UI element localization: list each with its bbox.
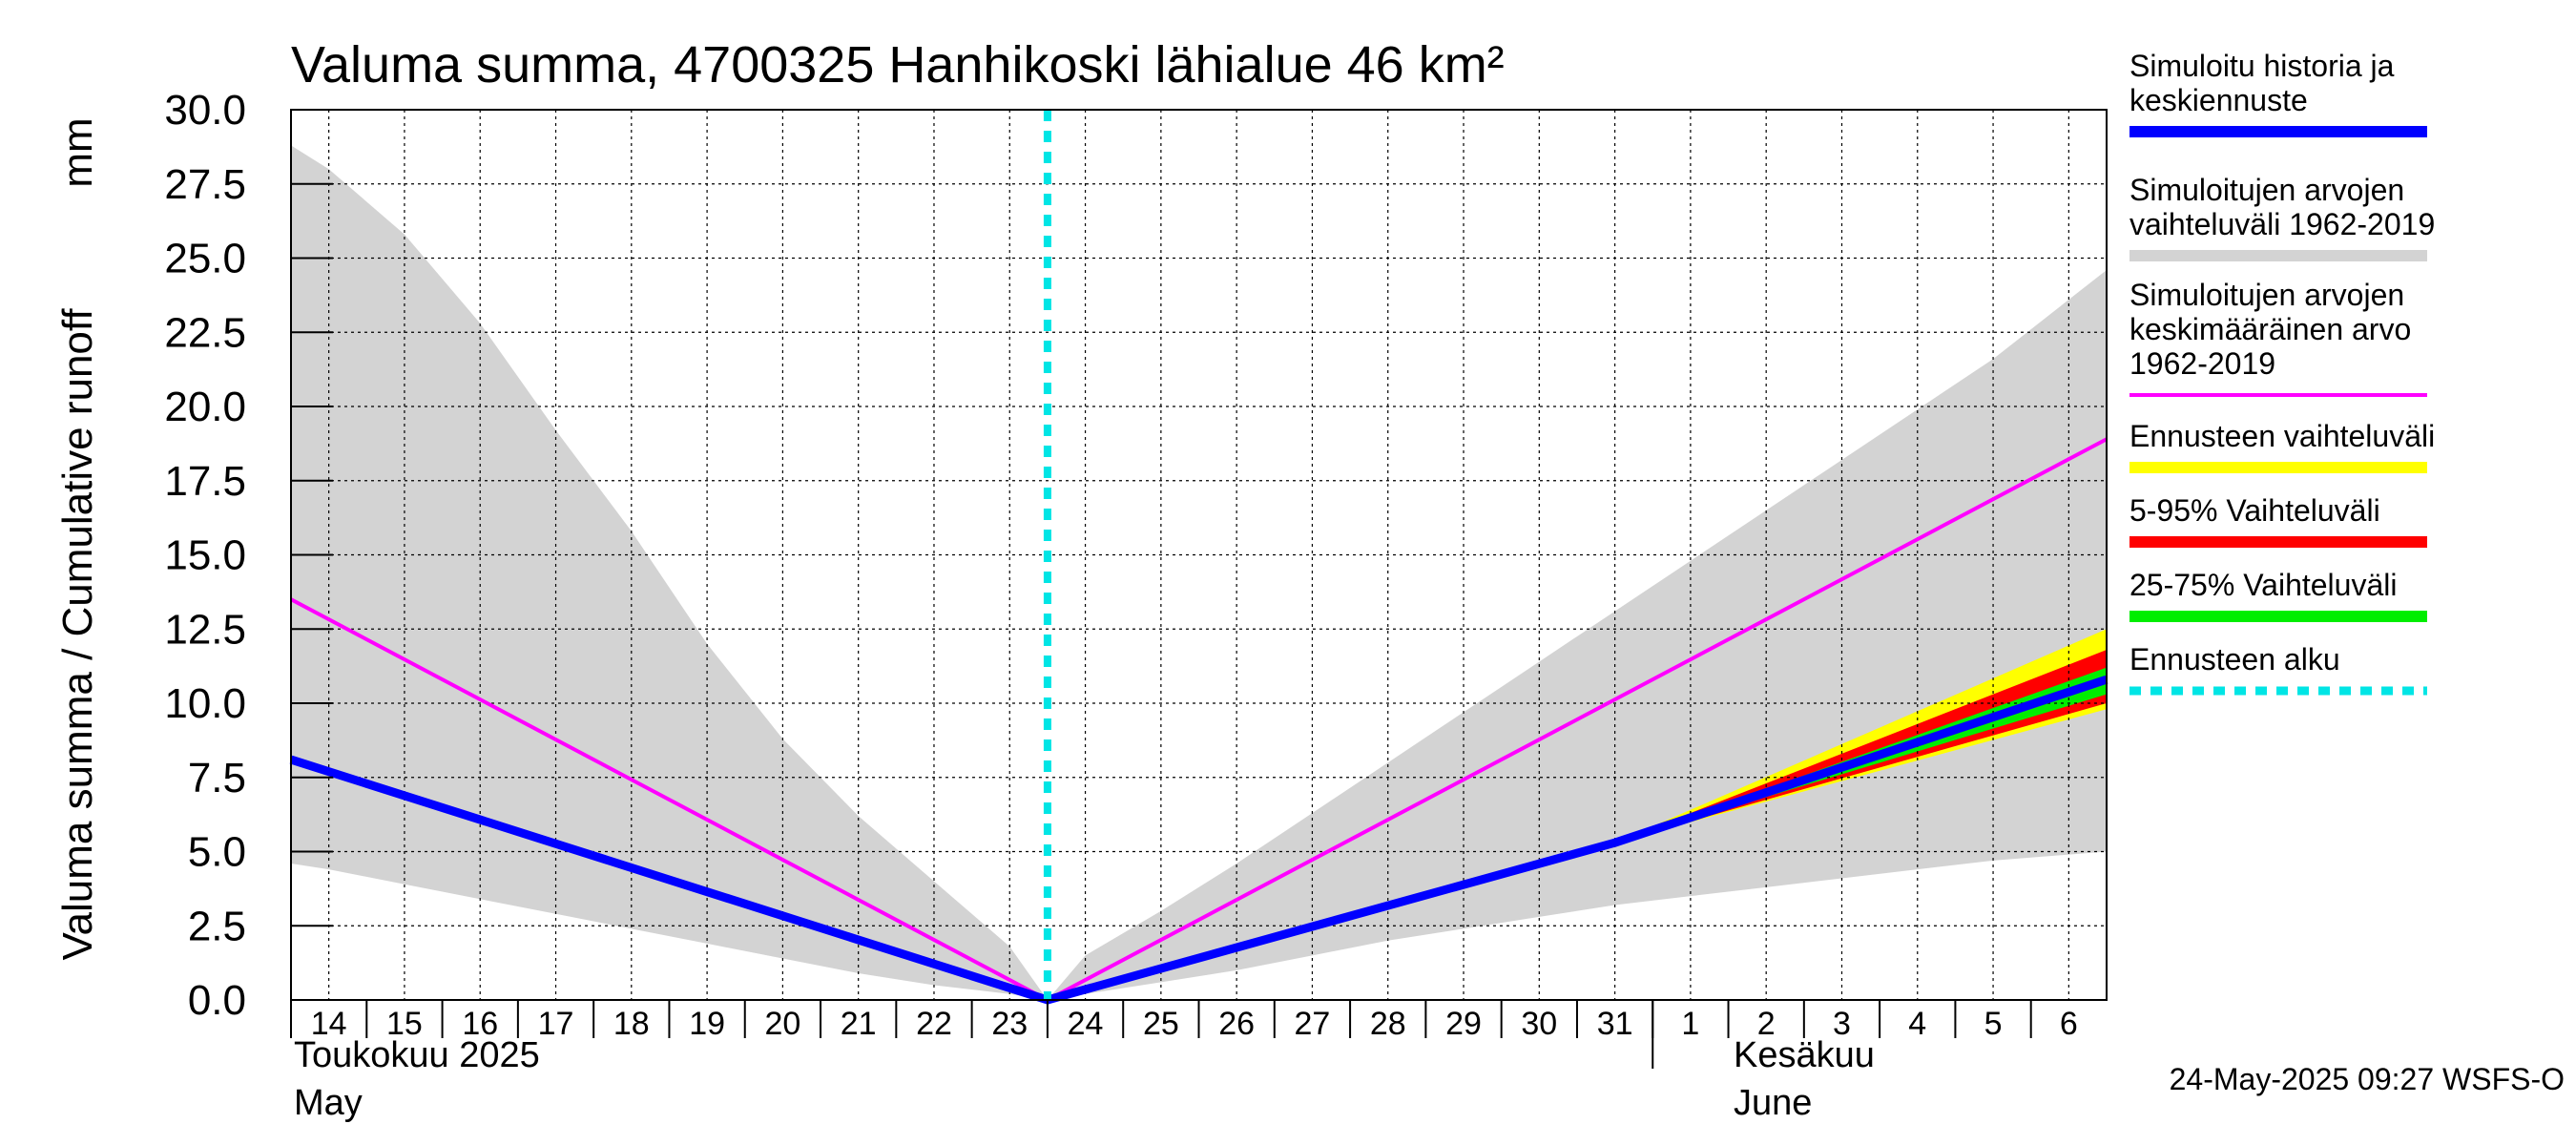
x-tick-label-6: 20	[764, 1006, 800, 1042]
x-tick-label-21: 4	[1908, 1006, 1926, 1042]
x-tick-label-11: 25	[1143, 1006, 1179, 1042]
x-tick-label-17: 31	[1597, 1006, 1633, 1042]
x-tick-label-20: 3	[1833, 1006, 1851, 1042]
x-tick-label-3: 17	[538, 1006, 574, 1042]
y-tick-label-7: 17.5	[164, 458, 246, 505]
month-label-may-fi: Toukokuu 2025	[294, 1035, 540, 1075]
chart-title: Valuma summa, 4700325 Hanhikoski lähialu…	[291, 36, 1505, 94]
x-tick-label-14: 28	[1370, 1006, 1406, 1042]
month-label-june-fi: Kesäkuu	[1734, 1035, 1875, 1075]
y-tick-label-5: 12.5	[164, 606, 246, 653]
y-tick-label-9: 22.5	[164, 309, 246, 356]
legend-text-4-0: 5-95% Vaihteluväli	[2129, 493, 2380, 528]
x-tick-label-19: 2	[1757, 1006, 1776, 1042]
y-tick-label-0: 0.0	[188, 977, 246, 1024]
y-tick-label-3: 7.5	[188, 755, 246, 802]
x-tick-label-23: 6	[2060, 1006, 2078, 1042]
legend-text-0-1: keskiennuste	[2129, 83, 2308, 117]
band-2	[1614, 650, 2107, 843]
legend-item-4: 5-95% Vaihteluväli	[2129, 493, 2427, 548]
legend-text-0-0: Simuloitu historia ja	[2129, 49, 2395, 83]
y-tick-label-2: 5.0	[188, 829, 246, 876]
legend-text-6-0: Ennusteen alku	[2129, 642, 2340, 677]
axes: 0.0 2.5 5.0 7.5 10.0 12.5 15.0 17.5 20.0 22.5 25.0…	[164, 87, 2108, 1123]
x-tick-label-15: 29	[1445, 1006, 1482, 1042]
legend-text-1-0: Simuloitujen arvojen	[2129, 173, 2404, 207]
y-tick-label-10: 25.0	[164, 236, 246, 282]
month-label-may-en: May	[294, 1083, 363, 1123]
band-0	[291, 145, 2107, 1000]
legend-text-3-0: Ennusteen vaihteluväli	[2129, 419, 2435, 453]
x-tick-label-9: 23	[991, 1006, 1028, 1042]
series-line-1	[289, 675, 2109, 1005]
x-tick-label-2: 16	[462, 1006, 498, 1042]
x-tick-label-10: 24	[1068, 1006, 1104, 1042]
legend-text-2-2: 1962-2019	[2129, 346, 2275, 381]
y-tick-label-8: 20.0	[164, 384, 246, 430]
legend-item-5: 25-75% Vaihteluväli	[2129, 568, 2427, 622]
legend-text-1-1: vaihteluväli 1962-2019	[2129, 207, 2435, 241]
x-tick-label-18: 1	[1681, 1006, 1699, 1042]
y-tick-label-1: 2.5	[188, 903, 246, 949]
y-axis-unit: mm	[54, 117, 101, 187]
legend-item-6: Ennusteen alku	[2129, 642, 2427, 696]
y-axis-label: Valuma summa / Cumulative runoff	[54, 308, 101, 961]
y-tick-label-12: 30.0	[164, 87, 246, 134]
x-tick-label-16: 30	[1521, 1006, 1557, 1042]
x-tick-label-13: 27	[1295, 1006, 1331, 1042]
y-tick-label-4: 10.0	[164, 680, 246, 727]
legend-text-5-0: 25-75% Vaihteluväli	[2129, 568, 2397, 602]
y-tick-label-11: 27.5	[164, 161, 246, 208]
x-tick-label-5: 19	[689, 1006, 725, 1042]
legend-text-2-1: keskimääräinen arvo	[2129, 312, 2411, 346]
timestamp-footer: 24-May-2025 09:27 WSFS-O	[2170, 1062, 2565, 1096]
x-tick-label-0: 14	[311, 1006, 347, 1042]
month-label-june-en: June	[1734, 1083, 1812, 1123]
legend: Simuloitu historia jakeskiennusteSimuloi…	[2129, 49, 2435, 696]
x-tick-label-12: 26	[1218, 1006, 1255, 1042]
x-tick-label-8: 22	[916, 1006, 952, 1042]
legend-item-3: Ennusteen vaihteluväli	[2129, 419, 2435, 473]
x-tick-label-1: 15	[386, 1006, 423, 1042]
legend-text-2-0: Simuloitujen arvojen	[2129, 278, 2404, 312]
plot-area	[289, 109, 2109, 1005]
band-1	[1614, 629, 2107, 843]
x-tick-label-7: 21	[841, 1006, 877, 1042]
y-tick-label-6: 15.0	[164, 532, 246, 579]
x-tick-label-22: 5	[1984, 1006, 2003, 1042]
x-tick-label-4: 18	[613, 1006, 650, 1042]
